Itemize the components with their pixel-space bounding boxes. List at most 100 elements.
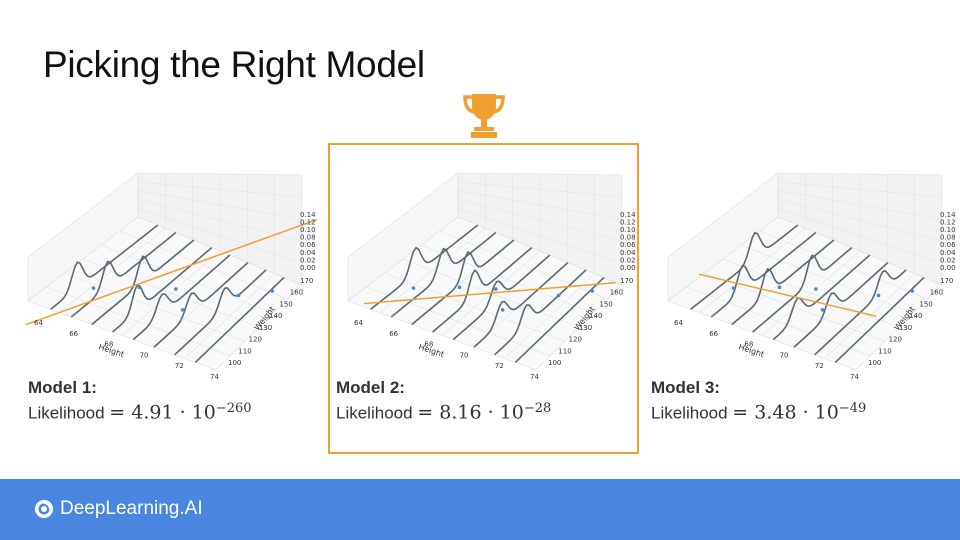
model-1-likelihood: Likelihood = 4.91 · 10−260 (28, 401, 252, 424)
grid-line (457, 207, 623, 264)
likelihood-curve (690, 224, 799, 310)
z-tick-label: 0.08 (300, 234, 316, 242)
data-point (137, 285, 142, 289)
model-2-label: Model 2: (336, 378, 405, 397)
data-point (457, 285, 462, 289)
y-tick-label: 150 (599, 300, 612, 308)
grid-line (777, 181, 943, 198)
likelihood-curve (50, 224, 159, 310)
data-point (236, 293, 241, 298)
y-tick-label: 150 (919, 300, 932, 308)
z-tick-label: 0.06 (940, 241, 956, 249)
model-line (698, 273, 877, 317)
z-tick-label: 0.12 (620, 218, 636, 226)
likelihood-curve (793, 261, 889, 348)
grid-line (457, 181, 623, 198)
likelihood-curve (514, 276, 605, 363)
y-tick-label: 120 (569, 336, 582, 344)
brand[interactable]: DeepLearning.AI (34, 498, 203, 520)
y-tick-label: 140 (589, 312, 602, 320)
z-tick-label: 0.00 (940, 264, 956, 272)
likelihood-curve (174, 269, 267, 356)
likelihood-curve (70, 231, 177, 318)
model-1-plot: 64 66 68 70 72 74 Height 100 110 120 130 140 150 160 1… (20, 165, 320, 381)
likelihood-word: Likelihood (336, 403, 413, 423)
slide-title: Picking the Right Model (43, 44, 425, 85)
y-tick-label: 100 (868, 359, 881, 367)
z-tick-label: 0.14 (300, 211, 316, 219)
y-tick-label: 140 (909, 312, 922, 320)
likelihood-curve (752, 246, 853, 333)
z-tick-label: 0.04 (620, 249, 636, 257)
likelihood-curve (132, 254, 231, 341)
z-tick-label: 0.00 (620, 264, 636, 272)
y-tick-label: 130 (259, 324, 272, 332)
z-tick-label: 0.10 (620, 226, 636, 234)
z-tick-label: 0.14 (940, 211, 956, 219)
y-tick-label: 160 (290, 289, 303, 297)
likelihood-value: = 4.91 · 10 (109, 401, 216, 424)
likelihood-curve (91, 239, 195, 326)
data-point (590, 289, 595, 293)
y-tick-label: 130 (579, 324, 592, 332)
z-tick-label: 0.10 (940, 226, 956, 234)
likelihood-curve (834, 276, 925, 363)
y-tick-label: 120 (889, 336, 902, 344)
plot-svg: 646668707274Height1001101201301401501601… (25, 172, 318, 381)
model-2-likelihood: Likelihood = 8.16 · 10−28 (336, 401, 551, 424)
grid-line (137, 199, 303, 242)
likelihood-value: = 3.48 · 10 (732, 401, 839, 424)
y-tick-label: 140 (269, 312, 282, 320)
grid-line (439, 230, 608, 300)
model-line (25, 218, 318, 326)
likelihood-curve (432, 246, 533, 333)
grid-line (759, 230, 928, 300)
likelihood-curve (411, 239, 515, 326)
likelihood-curve (772, 254, 871, 341)
grid-line (119, 230, 288, 300)
likelihood-curve (194, 276, 285, 363)
floor-plane (667, 216, 943, 371)
z-tick-label: 0.04 (300, 249, 316, 257)
data-point (174, 287, 178, 291)
x-tick-label: 72 (815, 362, 824, 370)
data-point (270, 289, 275, 293)
data-point (91, 286, 96, 290)
z-tick-label: 0.08 (620, 234, 636, 242)
z-tick-label: 0.02 (620, 256, 636, 264)
trophy-icon (463, 94, 505, 138)
x-tick-label: 66 (69, 330, 78, 338)
y-tick-label: 170 (300, 277, 313, 285)
grid-line (777, 199, 943, 242)
grid-line (777, 190, 943, 220)
likelihood-curve (153, 261, 249, 348)
x-tick-label: 74 (530, 373, 539, 381)
z-tick-label: 0.10 (300, 226, 316, 234)
data-point (731, 286, 736, 290)
data-point (556, 293, 561, 298)
grid-line (777, 207, 943, 264)
x-tick-label: 74 (850, 373, 859, 381)
likelihood-word: Likelihood (651, 403, 728, 423)
likelihood-curve (452, 254, 551, 341)
y-tick-label: 100 (228, 359, 241, 367)
likelihood-curve (710, 231, 817, 318)
grid-line (457, 199, 623, 242)
y-tick-label: 170 (620, 277, 633, 285)
y-tick-label: 160 (610, 289, 623, 297)
data-point (814, 287, 818, 291)
y-tick-label: 130 (899, 324, 912, 332)
x-tick-label: 66 (389, 330, 398, 338)
model-3-plot: 64 66 68 70 72 74 Height 100 110 120 130 140 150 160 1… (660, 165, 960, 381)
data-point (500, 308, 505, 312)
winning-model-highlight (328, 143, 639, 454)
y-tick-label: 170 (940, 277, 953, 285)
data-point (180, 308, 185, 312)
x-tick-label: 72 (495, 362, 504, 370)
data-point (777, 285, 782, 289)
likelihood-exponent: −260 (215, 401, 252, 416)
z-tick-label: 0.06 (300, 241, 316, 249)
likelihood-curve (494, 269, 587, 356)
likelihood-exponent: −49 (838, 401, 867, 416)
model-3-label: Model 3: (651, 378, 720, 397)
